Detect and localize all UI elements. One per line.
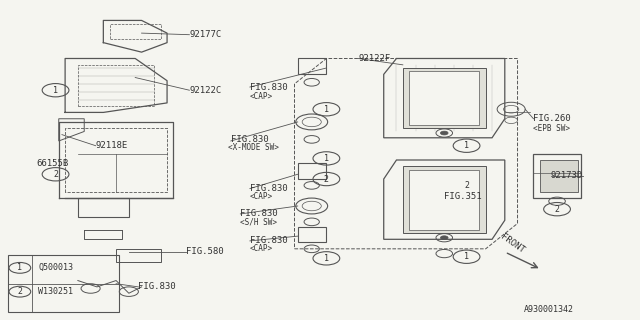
Text: <CAP>: <CAP>: [250, 92, 273, 101]
Text: 92173D: 92173D: [550, 172, 583, 180]
Text: FIG.830: FIG.830: [250, 236, 287, 245]
Text: FIG.351: FIG.351: [444, 192, 482, 201]
Text: 92177C: 92177C: [189, 30, 221, 39]
Text: 2: 2: [464, 181, 469, 190]
Text: 2: 2: [17, 287, 22, 296]
Text: Q500013: Q500013: [38, 263, 74, 272]
Text: <EPB SW>: <EPB SW>: [534, 124, 570, 133]
Text: 1: 1: [53, 86, 58, 95]
Text: 1: 1: [17, 263, 22, 272]
Text: <X-MODE SW>: <X-MODE SW>: [228, 143, 278, 152]
Text: 1: 1: [464, 141, 469, 150]
Text: FIG.260: FIG.260: [534, 114, 571, 123]
Text: 92118E: 92118E: [96, 141, 128, 150]
Text: <CAP>: <CAP>: [250, 192, 273, 201]
Text: 1: 1: [324, 154, 329, 163]
Text: <S/H SW>: <S/H SW>: [241, 217, 277, 226]
Text: 1: 1: [324, 105, 329, 114]
Text: 1: 1: [324, 254, 329, 263]
Text: 1: 1: [464, 252, 469, 261]
Text: W130251: W130251: [38, 287, 74, 296]
Text: 2: 2: [324, 174, 329, 184]
Text: FRONT: FRONT: [499, 233, 525, 255]
Polygon shape: [403, 68, 486, 128]
Text: 2: 2: [53, 170, 58, 179]
Text: FIG.830: FIG.830: [231, 135, 268, 144]
Text: FIG.830: FIG.830: [250, 184, 287, 193]
Polygon shape: [403, 166, 486, 233]
Text: 66155B: 66155B: [36, 159, 68, 168]
Text: FIG.580: FIG.580: [186, 247, 224, 257]
Text: 92122C: 92122C: [189, 86, 221, 95]
Polygon shape: [540, 160, 578, 192]
Circle shape: [440, 131, 448, 135]
Text: A930001342: A930001342: [524, 305, 574, 314]
Polygon shape: [409, 170, 479, 230]
Polygon shape: [409, 71, 479, 125]
Text: FIG.830: FIG.830: [241, 209, 278, 219]
Text: FIG.830: FIG.830: [250, 83, 287, 92]
Text: 92122F: 92122F: [358, 54, 390, 63]
Text: 2: 2: [554, 205, 559, 214]
Text: <CAP>: <CAP>: [250, 244, 273, 253]
Text: FIG.830: FIG.830: [138, 282, 176, 292]
Bar: [8, 255, 119, 312]
Circle shape: [440, 236, 448, 240]
